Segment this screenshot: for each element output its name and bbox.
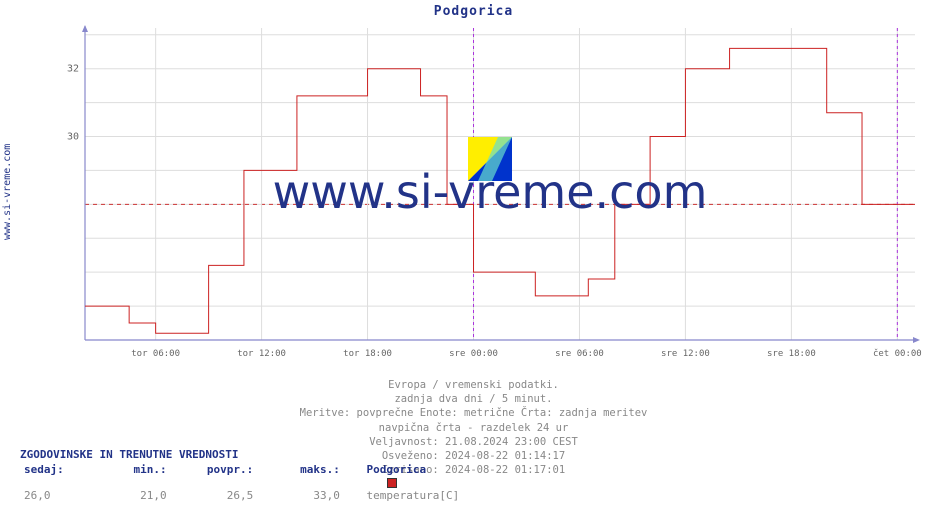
svg-text:tor 12:00: tor 12:00: [237, 349, 286, 359]
hdr-loc: Podgorica: [347, 463, 467, 476]
svg-text:sre 06:00: sre 06:00: [555, 349, 604, 359]
legend-swatch: [387, 478, 397, 488]
val-now: 26,0: [20, 489, 90, 502]
svg-text:tor 18:00: tor 18:00: [343, 349, 392, 359]
svg-text:32: 32: [67, 64, 79, 75]
stats-headers: sedaj: min.: povpr.: maks.: Podgorica: [20, 463, 467, 476]
footer-line: zadnja dva dni / 5 minut.: [0, 392, 947, 406]
hdr-now: sedaj:: [20, 463, 90, 476]
val-avg: 26,5: [173, 489, 253, 502]
val-max: 33,0: [260, 489, 340, 502]
chart-plot: 30 32 tor 06:00 tor 12:00 tor 18:00 sre 00:00…: [55, 22, 925, 362]
chart-title: Podgorica: [0, 4, 947, 19]
stats-block: ZGODOVINSKE IN TRENUTNE VREDNOSTI sedaj:…: [20, 448, 467, 502]
svg-text:sre 12:00: sre 12:00: [661, 349, 710, 359]
svg-text:tor 06:00: tor 06:00: [131, 349, 180, 359]
svg-text:sre 18:00: sre 18:00: [767, 349, 816, 359]
val-min: 21,0: [97, 489, 167, 502]
legend-label: temperatura[C]: [367, 489, 460, 502]
footer-line: Veljavnost: 21.08.2024 23:00 CEST: [0, 435, 947, 449]
hdr-min: min.:: [97, 463, 167, 476]
hdr-max: maks.:: [260, 463, 340, 476]
legend-entry: temperatura[C]: [347, 476, 467, 502]
stats-title: ZGODOVINSKE IN TRENUTNE VREDNOSTI: [20, 448, 467, 461]
svg-text:čet 00:00: čet 00:00: [873, 348, 922, 359]
footer-line: navpična črta - razdelek 24 ur: [0, 421, 947, 435]
svg-text:30: 30: [67, 132, 79, 143]
svg-text:sre 00:00: sre 00:00: [449, 349, 498, 359]
stats-values: 26,0 21,0 26,5 33,0 temperatura[C]: [20, 476, 467, 502]
footer-line: Meritve: povprečne Enote: metrične Črta:…: [0, 406, 947, 420]
hdr-avg: povpr.:: [173, 463, 253, 476]
footer-line: Evropa / vremenski podatki.: [0, 378, 947, 392]
side-label: www.si-vreme.com: [2, 144, 13, 240]
